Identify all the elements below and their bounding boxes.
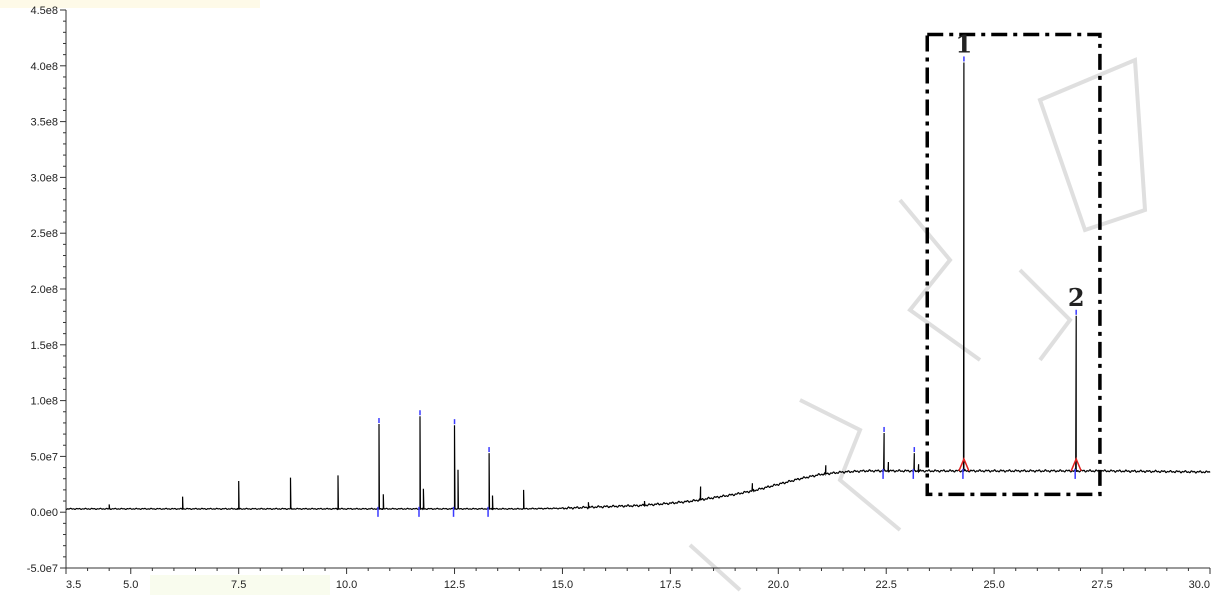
x-tick-label: 5.0 (123, 579, 138, 591)
watermark-stroke (799, 398, 902, 532)
y-tick-label: 2.5e8 (30, 228, 58, 240)
watermark-tint (0, 0, 330, 595)
annotations: 1 2 (956, 30, 1085, 312)
highlight-box (925, 32, 1102, 497)
watermark-stroke (1018, 268, 1073, 362)
peak-label: 1 (956, 30, 973, 59)
x-tick-label: 15.0 (552, 579, 573, 591)
y-tick-label: 0.0e0 (30, 507, 58, 519)
peak-area-marker (1070, 456, 1082, 472)
x-tick-label: 10.0 (336, 579, 357, 591)
x-tick-label: 17.5 (660, 579, 681, 591)
x-tick-label: 25.0 (983, 579, 1004, 591)
y-tick-label: 2.0e8 (30, 284, 58, 296)
y-tick-label: 1.0e8 (30, 396, 58, 408)
y-tick-label: 3.0e8 (30, 172, 58, 184)
x-tick-label: 22.5 (876, 579, 897, 591)
y-tick-label: 4.5e8 (30, 5, 58, 17)
watermark-stroke (1037, 57, 1148, 233)
peak-label: 2 (1068, 283, 1085, 312)
chromatogram-line (66, 62, 1211, 511)
y-axis: -5.0e7 0.0e0 5.0e7 1.0e8 1.5e8 2.0e8 2.5e8 3.0e… (27, 5, 66, 575)
watermark-tint-patch (0, 0, 260, 8)
highlight-box-layer (925, 32, 1102, 497)
watermark-stroke (898, 198, 982, 362)
y-tick-label: 1.5e8 (30, 340, 58, 352)
y-tick-label: 5.0e7 (30, 451, 58, 463)
x-tick-label: 20.0 (768, 579, 789, 591)
watermark-tint-patch (150, 575, 330, 595)
y-tick-label: 4.0e8 (30, 61, 58, 73)
x-tick-label: 3.5 (66, 579, 81, 591)
x-tick-label: 12.5 (444, 579, 465, 591)
x-tick-label: 7.5 (231, 579, 246, 591)
x-tick-label: 30.0 (1189, 579, 1210, 591)
y-tick-label: -5.0e7 (27, 563, 58, 575)
x-tick-label: 27.5 (1091, 579, 1112, 591)
peak-area-marker (958, 456, 970, 472)
series-chromatogram (66, 62, 1211, 511)
peak-markers (377, 56, 1082, 517)
x-axis: 3.5 5.0 7.5 10.0 12.5 15.0 17.5 20.0 22.5 25.0 27.… (65, 568, 1211, 591)
y-tick-label: 3.5e8 (30, 117, 58, 129)
